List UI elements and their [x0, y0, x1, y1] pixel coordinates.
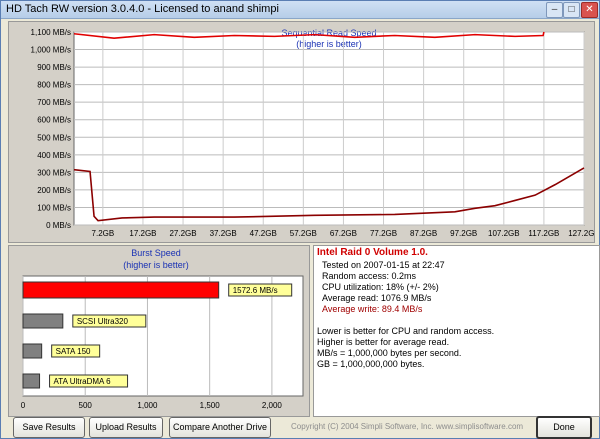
read-chart-subtitle: (higher is better) [296, 39, 362, 49]
read-x-tick-label: 127.2GB [568, 229, 594, 238]
read-x-tick-label: 77.2GB [370, 229, 397, 238]
read-series-line-0 [73, 31, 545, 39]
burst-chart: Burst Speed (higher is better) 0 500 1,000… [21, 248, 304, 410]
close-icon[interactable]: ✕ [581, 2, 598, 18]
average-read-text: Average read: 1076.9 MB/s [322, 293, 432, 303]
burst-chart-title: Burst Speed [131, 248, 181, 258]
read-x-tick-label: 97.2GB [450, 229, 477, 238]
read-y-tick-label: 1,000 MB/s [31, 46, 71, 55]
read-y-tick-label: 900 MB/s [37, 63, 71, 72]
burst-x-tick-label: 1,500 [200, 401, 221, 410]
compare-drive-button[interactable]: Compare Another Drive [169, 417, 271, 438]
save-results-button[interactable]: Save Results [13, 417, 85, 438]
read-y-tick-label: 1,100 MB/s [31, 28, 71, 37]
note-mbs: MB/s = 1,000,000 bytes per second. [317, 348, 462, 358]
read-x-tick-label: 57.2GB [290, 229, 317, 238]
note-read: Higher is better for average read. [317, 337, 450, 347]
cpu-utilization-text: CPU utilization: 18% (+/- 2%) [322, 282, 439, 292]
read-x-tick-label: 87.2GB [410, 229, 437, 238]
read-x-tick-label: 107.2GB [488, 229, 520, 238]
burst-bar-label-box [72, 314, 147, 328]
tested-on-text: Tested on 2007-01-15 at 22:47 [322, 260, 445, 270]
read-x-tick-label: 37.2GB [210, 229, 237, 238]
burst-bar-label: ATA UltraDMA 6 [54, 377, 112, 386]
read-chart: Sequential Read Speed (higher is better)… [31, 28, 594, 238]
results-info-panel: Intel Raid 0 Volume 1.0. Tested on 2007-… [313, 245, 600, 417]
burst-bar-label: SATA 150 [56, 347, 91, 356]
read-plot-area [73, 31, 585, 226]
burst-chart-panel: Burst Speed (higher is better) 0 500 1,000… [8, 245, 310, 417]
burst-bar [22, 373, 41, 389]
read-y-tick-label: 700 MB/s [37, 98, 71, 107]
done-button[interactable]: Done [536, 416, 592, 439]
copyright-text: Copyright (C) 2004 Simpli Software, Inc.… [291, 422, 524, 431]
read-y-tick-label: 0 MB/s [46, 221, 71, 230]
burst-bar [22, 281, 220, 299]
burst-bar [22, 343, 43, 359]
burst-x-tick-label: 0 [21, 401, 26, 410]
read-y-tick-label: 800 MB/s [37, 81, 71, 90]
read-y-tick-label: 500 MB/s [37, 133, 71, 142]
burst-bar-label-box [49, 374, 129, 388]
read-y-tick-label: 300 MB/s [37, 168, 71, 177]
read-x-tick-label: 67.2GB [330, 229, 357, 238]
note-gb: GB = 1,000,000,000 bytes. [317, 359, 425, 369]
drive-name: Intel Raid 0 Volume 1.0. [317, 247, 428, 258]
note-cpu: Lower is better for CPU and random acces… [317, 326, 495, 336]
burst-bar [22, 313, 64, 329]
read-x-tick-label: 17.2GB [129, 229, 156, 238]
title-bar: HD Tach RW version 3.0.4.0 - Licensed to… [1, 1, 599, 19]
read-y-tick-label: 400 MB/s [37, 151, 71, 160]
read-y-tick-label: 100 MB/s [37, 203, 71, 212]
read-series-line-1 [73, 167, 585, 222]
read-x-tick-label: 7.2GB [92, 229, 115, 238]
read-chart-panel: Sequential Read Speed (higher is better)… [8, 21, 595, 243]
read-x-tick-label: 47.2GB [250, 229, 277, 238]
average-write-text: Average write: 89.4 MB/s [322, 304, 423, 314]
burst-x-tick-label: 1,000 [137, 401, 158, 410]
read-x-tick-label: 117.2GB [528, 229, 559, 238]
read-y-tick-label: 200 MB/s [37, 186, 71, 195]
maximize-icon[interactable]: □ [563, 2, 580, 18]
burst-bar-label: SCSI Ultra320 [77, 317, 129, 326]
upload-results-button[interactable]: Upload Results [89, 417, 163, 438]
burst-bar-label-box [51, 344, 101, 358]
window-title: HD Tach RW version 3.0.4.0 - Licensed to… [6, 3, 279, 15]
burst-x-tick-label: 2,000 [262, 401, 283, 410]
burst-bar-label: 1572.6 MB/s [233, 286, 278, 295]
minimize-icon[interactable]: – [546, 2, 563, 18]
burst-x-tick-label: 500 [79, 401, 93, 410]
random-access-text: Random access: 0.2ms [322, 271, 417, 281]
read-chart-title: Sequential Read Speed [281, 28, 376, 38]
read-y-tick-label: 600 MB/s [37, 116, 71, 125]
burst-chart-subtitle: (higher is better) [123, 260, 189, 270]
burst-bar-label-box [228, 283, 293, 297]
read-x-tick-label: 27.2GB [169, 229, 196, 238]
